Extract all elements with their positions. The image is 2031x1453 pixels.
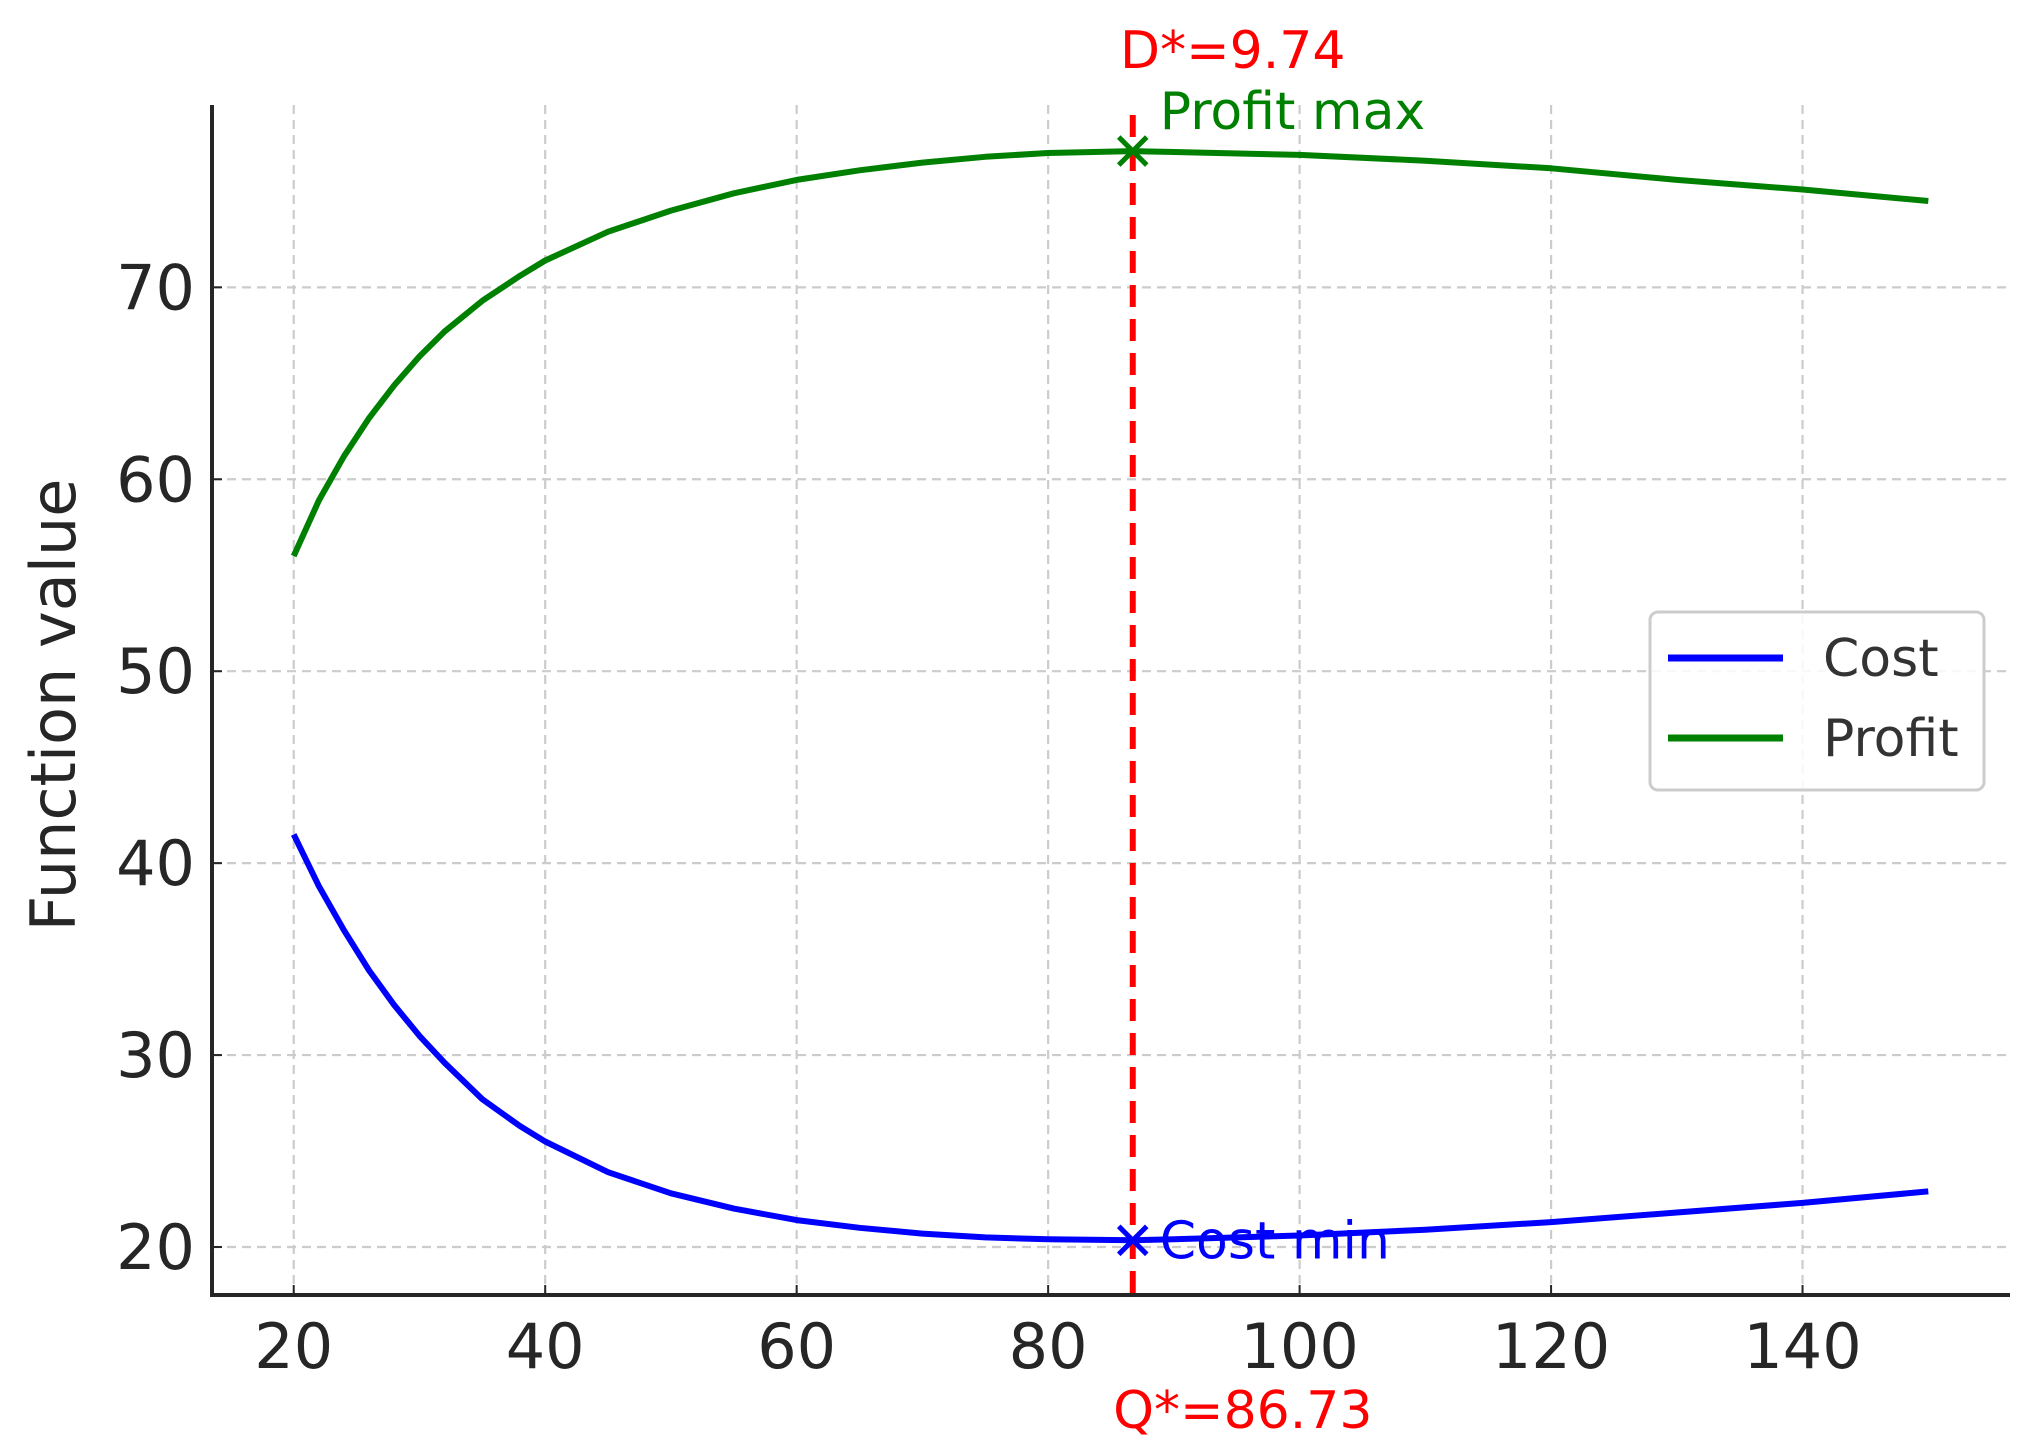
x-tick-label: 120 [1492,1310,1610,1383]
series-line-cost [291,833,1929,1244]
x-tick-label: 20 [254,1310,333,1383]
y-tick-label: 30 [116,1019,195,1092]
grid [212,105,2010,1295]
x-tick-label: 140 [1743,1310,1861,1383]
x-tick-label: 100 [1240,1310,1358,1383]
legend-label-profit: Profit [1823,709,1959,769]
x-tick-label: 60 [757,1310,836,1383]
y-axis-label: Function value [17,479,90,932]
axes [210,105,2010,1297]
marker-x [1116,135,1149,167]
marker-label: Profit max [1160,82,1425,142]
q-star-label: Q*=86.73 [1113,1381,1372,1441]
x-tick-label: 40 [506,1310,585,1383]
marker-label: Cost min [1160,1211,1390,1271]
y-tick-label: 60 [116,443,195,516]
series-line-profit [290,148,1929,558]
x-tick-label: 80 [1009,1310,1088,1383]
legend-label-cost: Cost [1823,629,1939,689]
y-tick-label: 20 [116,1211,195,1284]
optimum-markers: Cost min Profit max [1116,82,1425,1271]
tick-labels: 20 40 60 80 100 120 140 20 30 40 50 60 70 [116,251,1862,1383]
series-lines [290,148,1929,1244]
d-star-label: D*=9.74 [1120,21,1345,81]
y-tick-label: 70 [116,251,195,324]
y-tick-label: 40 [116,827,195,900]
legend: Cost Profit [1648,610,1986,792]
y-tick-label: 50 [116,635,195,708]
marker-x [1116,1224,1149,1257]
